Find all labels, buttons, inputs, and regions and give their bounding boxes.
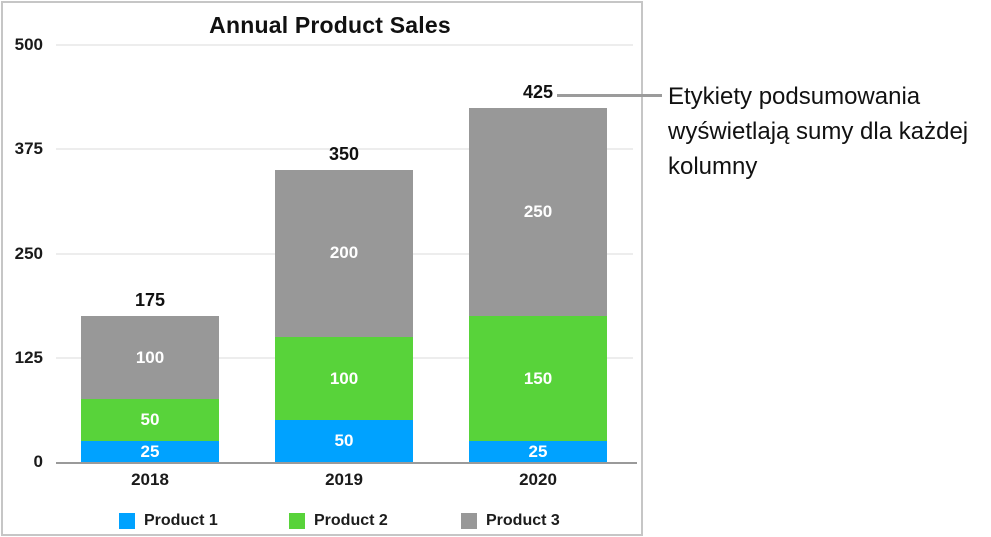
- segment-value-label: 150: [523, 368, 553, 388]
- chart-title: Annual Product Sales: [209, 12, 451, 38]
- segment-value-label: 25: [140, 441, 160, 461]
- legend-swatch: [119, 513, 135, 529]
- bar-segment-2020-product-3: 250: [469, 107, 607, 317]
- plot-area: 0 125 250 375 500 25 50 100 175 2018 50 100 200 350 20…: [3, 3, 641, 534]
- annotation-text: Etykiety podsumowania wyświetlają sumy dl…: [668, 79, 968, 184]
- x-tick-label-2020: 2020: [519, 470, 557, 489]
- gridline-375: [56, 148, 633, 151]
- segment-value-label: 25: [528, 441, 548, 461]
- bar-segment-2019-product-1: 50: [275, 420, 413, 462]
- annotation-line-1: Etykiety podsumowania: [668, 83, 921, 110]
- x-axis-line: [56, 462, 637, 464]
- bar-segment-2020-product-1: 25: [469, 441, 607, 462]
- gridline-500: [56, 44, 633, 46]
- annotation-line-3: kolumny: [668, 153, 758, 180]
- bar-segment-2018-product-2: 50: [81, 399, 219, 442]
- segment-value-label: 50: [140, 410, 160, 430]
- annotation-line-2: wyświetlają sumy dla każdej: [668, 118, 969, 145]
- legend-label: Product 3: [486, 512, 560, 529]
- bar-segment-2019-product-3: 200: [275, 170, 413, 337]
- segment-value-label: 250: [523, 201, 553, 221]
- legend-swatch: [461, 513, 477, 529]
- callout-line: [557, 94, 662, 97]
- legend-swatch: [289, 513, 305, 529]
- bar-segment-2020-product-2: 150: [469, 316, 607, 442]
- legend-label: Product 1: [144, 512, 218, 529]
- total-label-2020: 425: [522, 81, 554, 102]
- total-label-2019: 350: [328, 144, 360, 165]
- bar-segment-2019-product-2: 100: [275, 336, 413, 421]
- legend-item-product-1: Product 1: [119, 512, 218, 529]
- chart-panel: Annual Product Sales 0 125 250 375 500 25 50 10…: [1, 1, 643, 536]
- x-tick-label-2019: 2019: [325, 470, 363, 489]
- x-tick-label-2018: 2018: [131, 470, 169, 489]
- y-tick-label-0: 0: [33, 452, 43, 471]
- legend-item-product-2: Product 2: [289, 512, 388, 529]
- y-tick-label-375: 375: [14, 139, 43, 159]
- segment-value-label: 200: [329, 243, 359, 263]
- segment-value-label: 50: [334, 431, 354, 451]
- segment-value-label: 100: [329, 368, 359, 388]
- bar-segment-2018-product-1: 25: [81, 441, 219, 462]
- y-tick-label-250: 250: [14, 243, 43, 263]
- segment-value-label: 100: [135, 347, 165, 367]
- y-tick-label-125: 125: [14, 347, 43, 367]
- total-label-2018: 175: [134, 290, 166, 311]
- y-tick-label-500: 500: [14, 35, 43, 54]
- legend-label: Product 2: [314, 512, 388, 529]
- legend-item-product-3: Product 3: [461, 512, 560, 529]
- bar-segment-2018-product-3: 100: [81, 316, 219, 400]
